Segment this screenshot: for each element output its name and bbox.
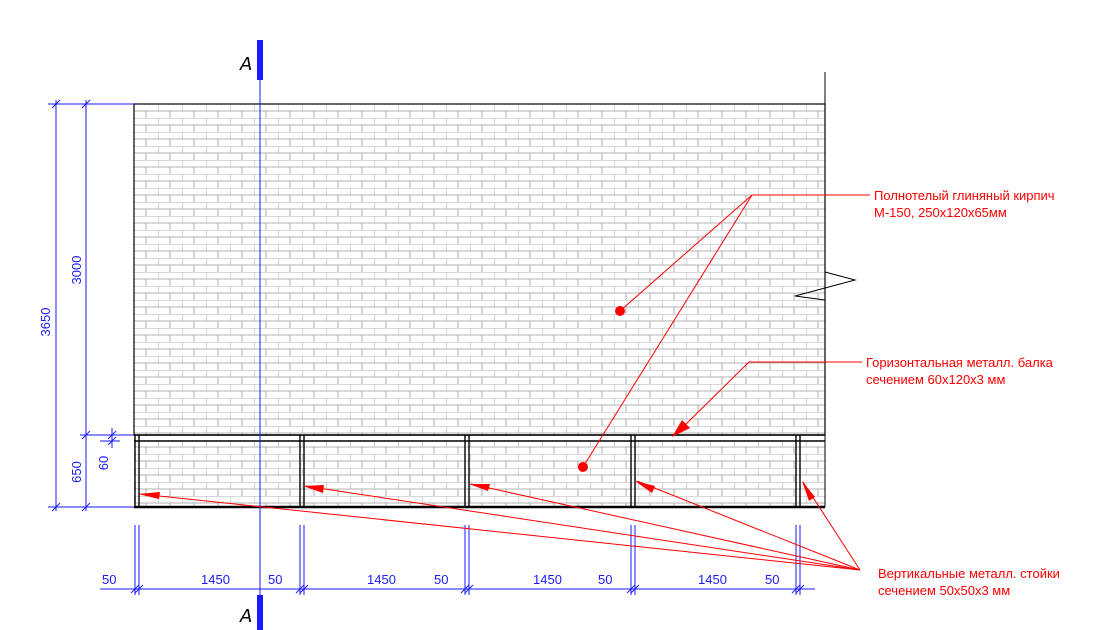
brick-infill-lower bbox=[134, 441, 825, 507]
brick-marker-dot bbox=[578, 462, 588, 472]
section-line-a bbox=[257, 40, 263, 630]
posts-note-line1: Вертикальные металл. стойки bbox=[878, 566, 1060, 581]
dim-total-height: 3650 bbox=[38, 308, 53, 337]
dim-lower-height: 650 bbox=[69, 461, 84, 483]
beam-note-line2: сечением 60х120х3 мм bbox=[866, 372, 1005, 387]
dim-bay-width: 1450 bbox=[201, 572, 230, 587]
dim-post-width: 50 bbox=[268, 572, 282, 587]
brick-marker-dot bbox=[615, 306, 625, 316]
dim-post-width: 50 bbox=[765, 572, 779, 587]
dim-upper-height: 3000 bbox=[69, 256, 84, 285]
vertical-dimensions bbox=[48, 99, 134, 512]
dim-post-width: 50 bbox=[102, 572, 116, 587]
brick-leader bbox=[582, 194, 870, 468]
dim-bay-width: 1450 bbox=[533, 572, 562, 587]
brick-note-line1: Полнотелый глиняный кирпич bbox=[874, 188, 1055, 203]
posts-note-line2: сечением 50х50х3 мм bbox=[878, 583, 1010, 598]
beam-leader bbox=[681, 361, 862, 429]
post-arrow-head bbox=[469, 484, 490, 491]
dim-beam-height: 60 bbox=[96, 456, 111, 470]
dim-post-width: 50 bbox=[598, 572, 612, 587]
beam-note-line1: Горизонтальная металл. балка bbox=[866, 355, 1054, 370]
post-2 bbox=[299, 435, 305, 507]
section-label-top: A bbox=[239, 54, 252, 75]
post-arrow-head bbox=[635, 481, 655, 493]
brick-note-line2: М-150, 250х120х65мм bbox=[874, 205, 1007, 220]
horizontal-beam bbox=[134, 434, 825, 442]
post-1 bbox=[134, 435, 140, 507]
vertical-posts bbox=[134, 435, 801, 507]
post-4 bbox=[630, 435, 636, 507]
post-arrow-head bbox=[802, 481, 815, 501]
dim-bay-width: 1450 bbox=[698, 572, 727, 587]
post-arrow-head bbox=[303, 485, 324, 493]
posts-leader bbox=[139, 480, 861, 571]
post-arrow-head bbox=[138, 492, 160, 499]
dim-post-width: 50 bbox=[434, 572, 448, 587]
brick-wall-upper bbox=[133, 103, 826, 436]
break-line bbox=[794, 72, 857, 507]
post-5 bbox=[795, 435, 801, 507]
dim-bay-width: 1450 bbox=[367, 572, 396, 587]
section-label-bottom: A bbox=[239, 606, 252, 627]
post-3 bbox=[464, 435, 470, 507]
beam-arrow-head bbox=[672, 420, 690, 437]
